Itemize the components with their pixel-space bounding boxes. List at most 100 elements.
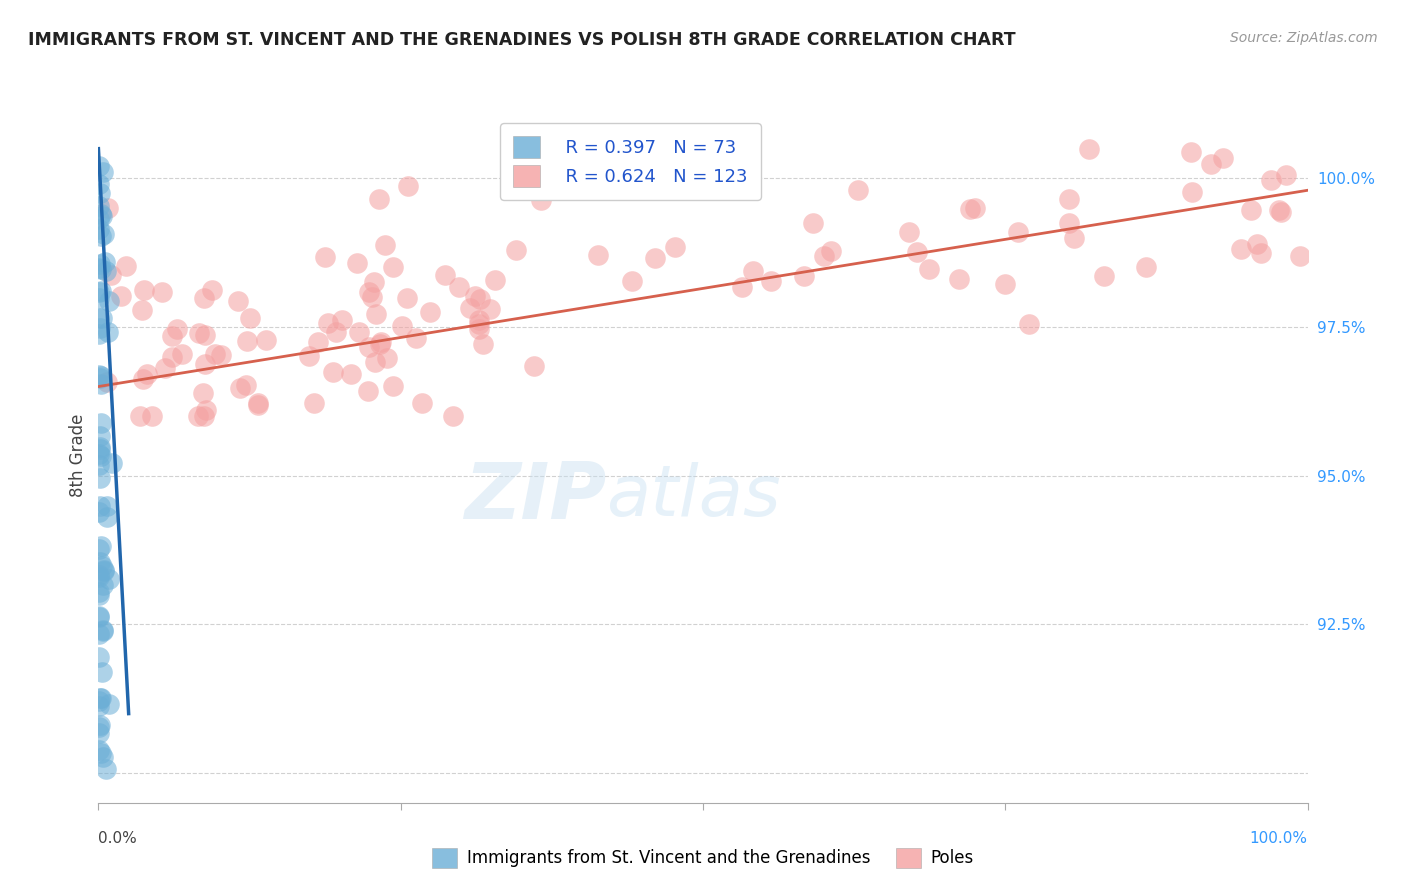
- Point: [382, 260, 405, 274]
- Point: [1240, 203, 1263, 218]
- Point: [89, 327, 111, 342]
- Point: [463, 289, 485, 303]
- Point: [94, 762, 117, 776]
- Point: [93, 624, 115, 638]
- Point: [530, 193, 553, 207]
- Point: [153, 361, 176, 376]
- Point: [307, 335, 329, 350]
- Point: [89, 429, 111, 443]
- Point: [298, 349, 321, 363]
- Point: [1268, 203, 1291, 218]
- Point: [322, 365, 344, 379]
- Point: [90, 228, 112, 243]
- Point: [128, 409, 150, 424]
- Point: [419, 305, 441, 319]
- Point: [89, 555, 111, 569]
- Point: [87, 610, 110, 624]
- Point: [820, 244, 842, 259]
- Point: [90, 209, 112, 223]
- Point: [366, 307, 388, 321]
- Point: [1260, 173, 1282, 187]
- Point: [87, 585, 110, 599]
- Point: [201, 283, 224, 297]
- Point: [193, 409, 215, 424]
- Point: [94, 255, 117, 269]
- Point: [90, 376, 112, 391]
- Point: [87, 698, 110, 713]
- Point: [1092, 268, 1115, 283]
- Point: [246, 398, 269, 412]
- Point: [87, 694, 110, 708]
- Point: [87, 447, 110, 461]
- Text: Source: ZipAtlas.com: Source: ZipAtlas.com: [1230, 31, 1378, 45]
- Point: [141, 409, 163, 424]
- Point: [93, 563, 115, 577]
- Point: [472, 336, 495, 351]
- Point: [357, 340, 380, 354]
- Y-axis label: 8th Grade: 8th Grade: [69, 413, 87, 497]
- Point: [89, 257, 111, 271]
- Point: [87, 368, 110, 382]
- Point: [411, 396, 433, 410]
- Point: [89, 718, 111, 732]
- Point: [479, 302, 502, 317]
- Point: [94, 264, 117, 278]
- Point: [239, 311, 262, 326]
- Point: [89, 458, 111, 472]
- Point: [346, 256, 368, 270]
- Point: [846, 184, 869, 198]
- Point: [1181, 186, 1204, 200]
- Point: [188, 326, 211, 341]
- Point: [620, 274, 643, 288]
- Point: [87, 726, 110, 740]
- Point: [897, 226, 920, 240]
- Point: [650, 181, 672, 195]
- Point: [1212, 151, 1234, 165]
- Point: [905, 244, 928, 259]
- Point: [1135, 260, 1157, 275]
- Point: [468, 292, 491, 306]
- Point: [948, 272, 970, 286]
- Point: [357, 285, 380, 299]
- Point: [204, 347, 226, 361]
- Point: [87, 222, 110, 236]
- Point: [90, 416, 112, 430]
- Point: [586, 247, 609, 261]
- Text: ZIP: ZIP: [464, 458, 606, 534]
- Point: [195, 403, 218, 417]
- Point: [89, 320, 111, 334]
- Point: [235, 377, 257, 392]
- Point: [96, 500, 118, 514]
- Point: [87, 743, 110, 757]
- Text: IMMIGRANTS FROM ST. VINCENT AND THE GRENADINES VS POLISH 8TH GRADE CORRELATION C: IMMIGRANTS FROM ST. VINCENT AND THE GREN…: [28, 31, 1015, 49]
- Point: [91, 750, 114, 764]
- Point: [96, 325, 118, 339]
- Point: [187, 409, 209, 424]
- Point: [505, 244, 527, 258]
- Point: [1057, 216, 1080, 230]
- Point: [90, 449, 112, 463]
- Point: [100, 456, 122, 470]
- Point: [467, 317, 489, 331]
- Text: 100.0%: 100.0%: [1250, 830, 1308, 846]
- Point: [150, 285, 173, 299]
- Point: [96, 375, 118, 389]
- Point: [90, 206, 112, 220]
- Point: [90, 368, 112, 383]
- Point: [160, 329, 183, 343]
- Point: [1199, 157, 1222, 171]
- Point: [226, 294, 249, 309]
- Point: [87, 542, 110, 557]
- Point: [460, 301, 482, 315]
- Point: [302, 395, 325, 409]
- Point: [325, 325, 347, 339]
- Point: [87, 505, 110, 519]
- Point: [361, 290, 384, 304]
- Point: [1275, 168, 1298, 182]
- Point: [396, 291, 419, 305]
- Point: [468, 313, 491, 327]
- Point: [87, 567, 110, 582]
- Point: [93, 227, 115, 241]
- Point: [97, 201, 120, 215]
- Point: [254, 334, 277, 348]
